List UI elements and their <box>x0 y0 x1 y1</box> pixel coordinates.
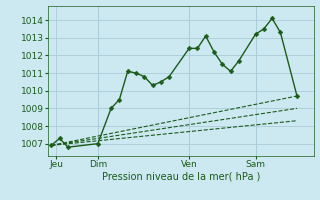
X-axis label: Pression niveau de la mer( hPa ): Pression niveau de la mer( hPa ) <box>102 172 260 182</box>
